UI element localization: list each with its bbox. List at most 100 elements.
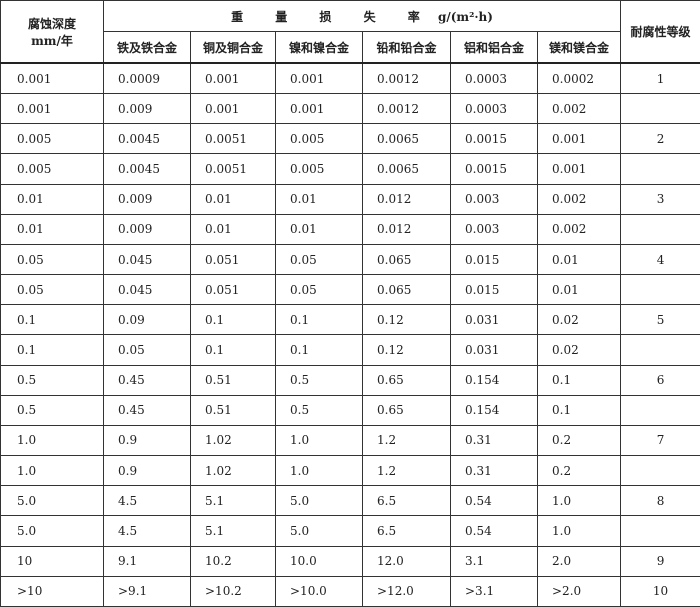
grade-cell: 10 [620, 575, 700, 607]
value-cell: 0.12 [362, 304, 451, 336]
metal-header: 镁和镁合金 [536, 31, 622, 64]
value-cell: 0.1 [190, 304, 276, 336]
table-row: 5.0 4.5 5.1 5.0 6.5 0.54 1.0 [0, 515, 700, 547]
metal-header: 铅和铅合金 [362, 31, 451, 64]
table-row: 0.001 0.009 0.001 0.001 0.0012 0.0003 0.002 [0, 93, 700, 125]
table-row: 5.0 4.5 5.1 5.0 6.5 0.54 1.0 8 [0, 485, 700, 517]
value-cell: 10.2 [190, 545, 276, 577]
value-cell: 1.02 [190, 455, 276, 487]
value-cell: 0.0051 [190, 123, 276, 155]
value-cell: 1.0 [536, 515, 622, 547]
depth-cell: 0.1 [0, 304, 104, 336]
grade-cell [620, 93, 700, 125]
depth-cell: 1.0 [0, 455, 104, 487]
value-cell: 0.31 [450, 424, 538, 457]
table-row: 10 9.1 10.2 10.0 12.0 3.1 2.0 9 [0, 545, 700, 577]
table-row: 0.05 0.045 0.051 0.05 0.065 0.015 0.01 4 [0, 243, 700, 276]
value-cell: 6.5 [362, 515, 451, 547]
value-cell: 0.065 [362, 274, 451, 306]
table-row: 0.005 0.0045 0.0051 0.005 0.0065 0.0015 0.001 2 [0, 123, 700, 155]
value-cell: 0.015 [450, 274, 538, 306]
grade-cell [620, 515, 700, 547]
value-cell: 0.001 [536, 153, 622, 185]
value-cell: 0.1 [275, 304, 363, 336]
value-cell: 0.012 [362, 213, 451, 245]
value-cell: 6.5 [362, 485, 451, 517]
grade-cell: 6 [620, 364, 700, 396]
depth-cell: 0.01 [0, 213, 104, 245]
depth-cell: 0.001 [0, 93, 104, 125]
value-cell: 0.002 [536, 183, 622, 215]
grade-cell: 4 [620, 243, 700, 276]
value-cell: 0.45 [103, 364, 191, 396]
grade-cell [620, 153, 700, 185]
value-cell: 0.031 [450, 334, 538, 366]
depth-cell: 0.1 [0, 334, 104, 366]
value-cell: 0.54 [450, 515, 538, 547]
value-cell: 0.0065 [362, 123, 451, 155]
metal-header: 铜及铜合金 [190, 31, 276, 64]
value-cell: 1.0 [275, 455, 363, 487]
value-cell: 1.02 [190, 424, 276, 457]
value-cell: 0.002 [536, 93, 622, 125]
value-cell: 0.12 [362, 334, 451, 366]
value-cell: 0.01 [536, 243, 622, 276]
grade-cell: 7 [620, 424, 700, 457]
grade-cell [620, 274, 700, 306]
value-cell: 4.5 [103, 485, 191, 517]
value-cell: 0.001 [275, 93, 363, 125]
value-cell: 5.0 [275, 485, 363, 517]
value-cell: >10.2 [190, 575, 276, 607]
value-cell: 0.005 [275, 153, 363, 185]
value-cell: 0.01 [275, 183, 363, 215]
value-cell: 0.9 [103, 455, 191, 487]
value-cell: 0.0045 [103, 153, 191, 185]
value-cell: 0.1 [275, 334, 363, 366]
table-row: 0.01 0.009 0.01 0.01 0.012 0.003 0.002 3 [0, 183, 700, 215]
value-cell: 12.0 [362, 545, 451, 577]
table-row: 0.1 0.05 0.1 0.1 0.12 0.031 0.02 [0, 334, 700, 366]
table-row: 0.5 0.45 0.51 0.5 0.65 0.154 0.1 [0, 394, 700, 426]
value-cell: 0.0065 [362, 153, 451, 185]
value-cell: 0.0002 [536, 62, 622, 95]
value-cell: 0.1 [190, 334, 276, 366]
grade-header: 耐腐性等级 [620, 0, 700, 64]
depth-cell: 1.0 [0, 424, 104, 457]
value-cell: 1.0 [536, 485, 622, 517]
value-cell: 0.065 [362, 243, 451, 276]
grade-cell [620, 213, 700, 245]
value-cell: 0.003 [450, 183, 538, 215]
value-cell: >3.1 [450, 575, 538, 607]
value-cell: 0.02 [536, 304, 622, 336]
weight-loss-header: 重 量 损 失 率 g/(m²·h) [102, 0, 622, 32]
table-row: 0.001 0.0009 0.001 0.001 0.0012 0.0003 0.0002 1 [0, 62, 700, 95]
value-cell: >12.0 [362, 575, 451, 607]
value-cell: 0.9 [103, 424, 191, 457]
grade-cell: 3 [620, 183, 700, 215]
grade-cell: 2 [620, 123, 700, 155]
depth-header: 腐蚀深度 mm/年 [0, 0, 104, 64]
depth-cell: 10 [0, 545, 104, 577]
value-cell: 2.0 [536, 545, 622, 577]
value-cell: 0.01 [190, 183, 276, 215]
value-cell: 0.005 [275, 123, 363, 155]
value-cell: 0.001 [190, 93, 276, 125]
value-cell: 0.01 [275, 213, 363, 245]
value-cell: 0.001 [190, 62, 276, 95]
value-cell: 0.0003 [450, 62, 538, 95]
table-row: 1.0 0.9 1.02 1.0 1.2 0.31 0.2 7 [0, 424, 700, 457]
depth-cell: 0.5 [0, 394, 104, 426]
value-cell: 1.0 [275, 424, 363, 457]
grade-cell [620, 455, 700, 487]
value-cell: 0.01 [190, 213, 276, 245]
grade-cell: 9 [620, 545, 700, 577]
value-cell: 0.0045 [103, 123, 191, 155]
value-cell: 0.2 [536, 424, 622, 457]
value-cell: 10.0 [275, 545, 363, 577]
value-cell: 0.2 [536, 455, 622, 487]
table-row: >10 >9.1 >10.2 >10.0 >12.0 >3.1 >2.0 10 [0, 575, 700, 607]
value-cell: 0.003 [450, 213, 538, 245]
value-cell: 0.015 [450, 243, 538, 276]
value-cell: 0.51 [190, 364, 276, 396]
value-cell: 0.09 [103, 304, 191, 336]
